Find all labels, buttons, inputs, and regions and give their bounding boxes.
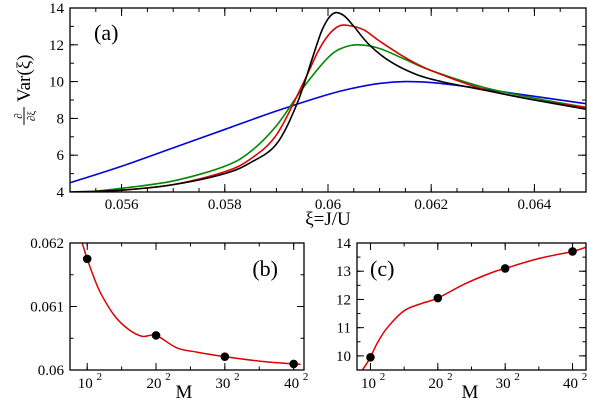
x-tick-label: 30: [215, 376, 230, 392]
y-tick-label: 6: [57, 148, 65, 164]
y-tick-label: 10: [336, 349, 351, 365]
x-tick-label: 0.06: [315, 197, 342, 213]
y-tick-label: 12: [336, 292, 351, 308]
x-tick-label: 0.062: [414, 197, 448, 213]
y-tick-label: 14: [336, 236, 352, 252]
y-label-numerator: ∂: [13, 113, 25, 118]
fit-curve: [361, 246, 586, 370]
data-point: [82, 254, 92, 264]
y-tick-label: 0.061: [30, 300, 64, 316]
x-tick-label: 0.058: [208, 197, 242, 213]
x-tick-exponent: 2: [165, 371, 171, 383]
x-tick-label: 20: [147, 376, 162, 392]
series-line-3: [70, 11, 586, 192]
x-tick-exponent: 2: [234, 371, 240, 383]
x-tick-exponent: 2: [447, 371, 453, 383]
x-tick-label: 0.064: [518, 197, 552, 213]
data-point: [433, 293, 443, 303]
x-axis-label: ξ=J/U: [305, 209, 351, 230]
x-axis-label: M: [176, 382, 193, 403]
data-point: [500, 264, 510, 273]
x-tick-label: 10: [361, 376, 376, 392]
y-tick-label: 10: [49, 75, 64, 91]
x-tick-label: 30: [496, 376, 511, 392]
x-tick-label: 40: [563, 376, 578, 392]
series-line-0: [70, 80, 586, 184]
x-tick-exponent: 2: [514, 371, 520, 383]
y-tick-label: 13: [336, 264, 351, 280]
panel-label: (b): [252, 256, 278, 281]
data-point: [151, 331, 161, 340]
panel-label: (c): [370, 256, 394, 281]
panel-label: (a): [94, 20, 118, 45]
y-tick-label: 4: [57, 185, 65, 201]
x-tick-label: 0.056: [105, 197, 139, 213]
y-tick-label: 0.06: [38, 363, 65, 379]
panel-a: 0.056 0.058 0.06 0.062 0.064 4 6 8 10 12 14 (a) ξ=J/…: [13, 1, 587, 230]
x-tick-label: 40: [284, 376, 299, 392]
data-point: [220, 352, 230, 361]
series-line-2: [72, 24, 586, 192]
y-label-text: Var(ξ): [14, 55, 35, 103]
x-tick-label: 20: [428, 376, 443, 392]
y-tick-label: 0.062: [30, 236, 64, 252]
x-tick-exponent: 2: [303, 371, 309, 383]
x-axis-label: M: [462, 382, 479, 403]
y-tick-label: 14: [49, 1, 65, 17]
x-tick-exponent: 2: [380, 371, 386, 383]
x-tick-label: 10: [78, 376, 93, 392]
x-tick-exponent: 2: [582, 371, 588, 383]
y-label-denominator: ∂ξ: [26, 111, 38, 121]
fit-curve: [81, 243, 301, 366]
x-tick-exponent: 2: [96, 371, 102, 383]
y-tick-label: 8: [57, 111, 65, 127]
y-axis-label: ∂ ∂ξ Var(ξ): [13, 55, 38, 125]
y-tick-label: 12: [49, 38, 64, 54]
data-point: [366, 353, 375, 362]
series-line-1: [80, 43, 586, 192]
y-tick-label: 11: [337, 321, 351, 337]
